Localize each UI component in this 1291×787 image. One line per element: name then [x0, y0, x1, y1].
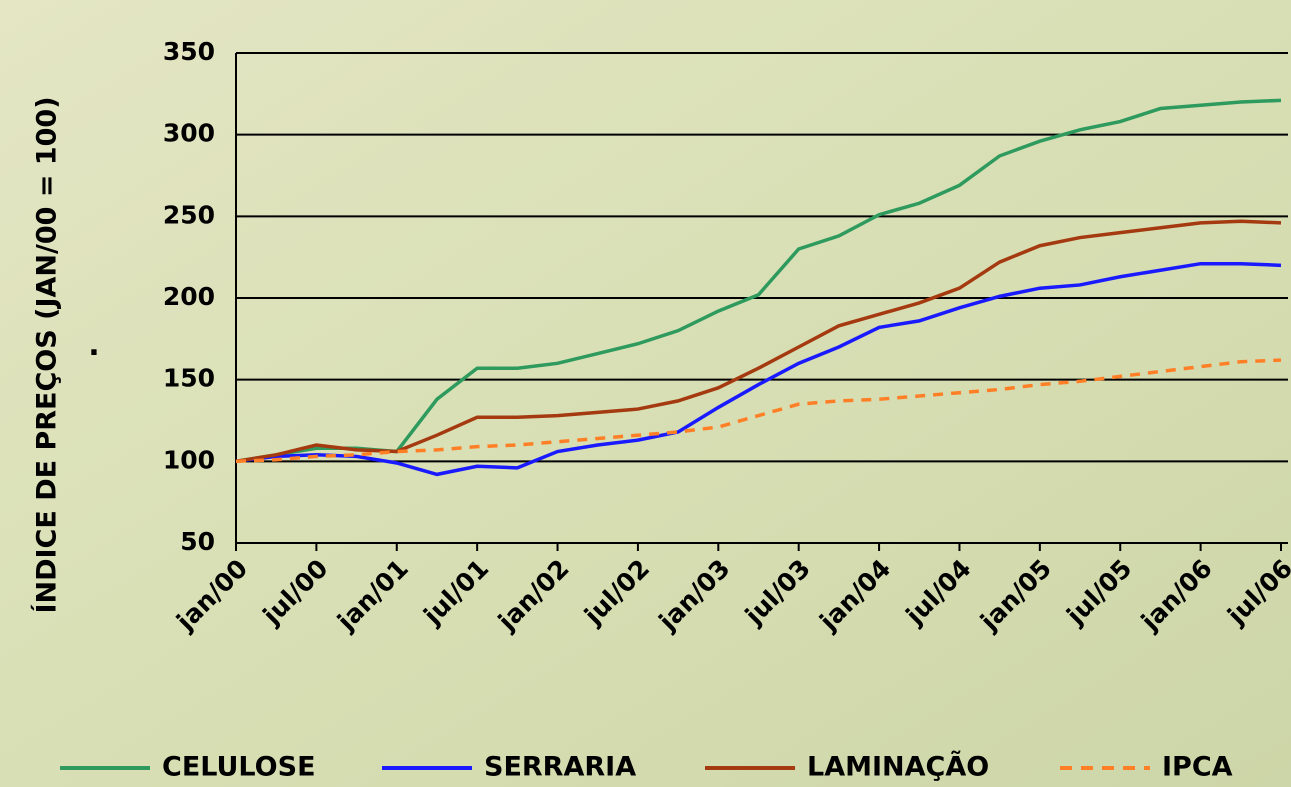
y-tick-label: 200: [163, 282, 215, 311]
y-tick-label: 250: [163, 200, 215, 229]
legend-label: CELULOSE: [162, 752, 316, 783]
y-tick-label: 150: [163, 364, 215, 393]
chart: ÍNDICE DE PREÇOS (JAN/00 = 100) . 50 100 1…: [0, 0, 1291, 787]
page: {"chart_data": {"type": "line", "y_label…: [0, 0, 1291, 787]
y-tick-label: 50: [180, 527, 215, 556]
legend-label: IPCA: [1162, 752, 1233, 783]
legend-label: SERRARIA: [484, 752, 636, 783]
y-axis-label: ÍNDICE DE PREÇOS (JAN/00 = 100): [31, 96, 63, 613]
y-tick-label: 100: [163, 445, 215, 474]
y-tick-label: 300: [163, 119, 215, 148]
y-label-note: .: [88, 328, 99, 363]
legend-label: LAMINAÇÃO: [807, 751, 989, 783]
y-tick-label: 350: [163, 37, 215, 66]
